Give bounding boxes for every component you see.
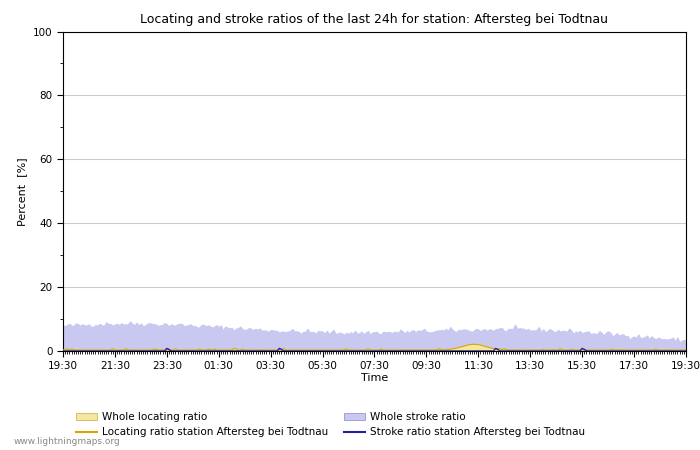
Title: Locating and stroke ratios of the last 24h for station: Aftersteg bei Todtnau: Locating and stroke ratios of the last 2… bbox=[141, 13, 608, 26]
Legend: Whole locating ratio, Locating ratio station Aftersteg bei Todtnau, Whole stroke: Whole locating ratio, Locating ratio sta… bbox=[72, 408, 589, 441]
X-axis label: Time: Time bbox=[361, 373, 388, 383]
Y-axis label: Percent  [%]: Percent [%] bbox=[18, 157, 27, 225]
Text: www.lightningmaps.org: www.lightningmaps.org bbox=[14, 436, 120, 446]
